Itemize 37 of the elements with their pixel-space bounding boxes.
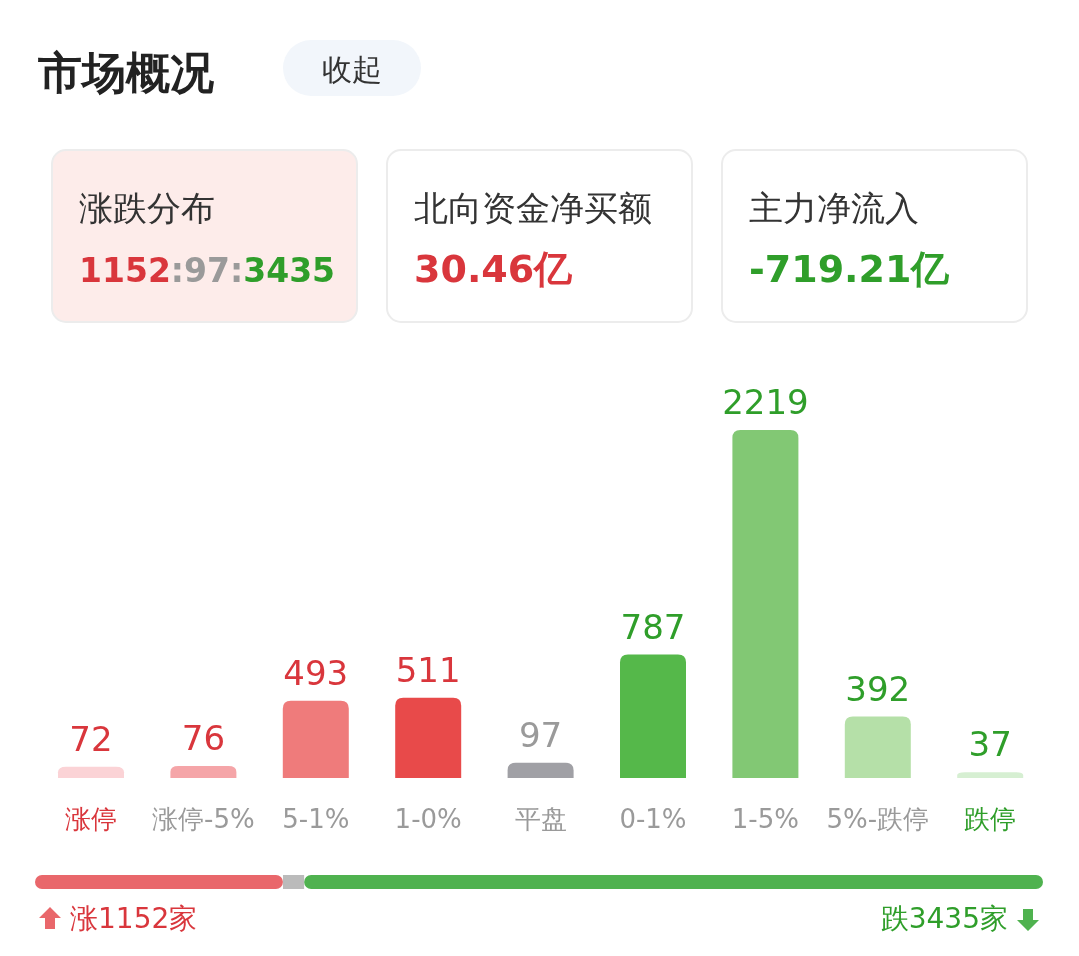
bar bbox=[732, 430, 799, 778]
text: 主力净流入 bbox=[749, 188, 919, 228]
text: 北向资金净买额 bbox=[414, 188, 652, 228]
x-tick-label: 跌停 bbox=[964, 804, 1017, 834]
text: 跌3435家 bbox=[880, 902, 1008, 935]
bar bbox=[58, 766, 124, 778]
text: 市场概况 bbox=[38, 47, 214, 98]
bar bbox=[170, 766, 237, 778]
data-label: 97 bbox=[518, 714, 563, 755]
bar bbox=[282, 700, 349, 778]
text: -719.21亿 bbox=[749, 247, 951, 291]
x-tick-label: 涨停-5% bbox=[152, 804, 255, 834]
text: 30.46亿 bbox=[414, 247, 574, 291]
x-tick-label: 5-1% bbox=[282, 804, 350, 834]
x-tick-label: 1-5% bbox=[731, 804, 799, 834]
data-label: 787 bbox=[620, 606, 686, 647]
x-tick-label: 涨停 bbox=[65, 804, 117, 834]
x-tick-label: 0-1% bbox=[619, 804, 687, 834]
data-label: 2219 bbox=[722, 382, 809, 422]
bar bbox=[395, 697, 462, 778]
x-tick-label: 平盘 bbox=[514, 804, 567, 834]
bar bbox=[620, 654, 686, 778]
x-tick-label: 1-0% bbox=[394, 804, 462, 834]
data-label: 493 bbox=[283, 652, 349, 693]
data-label: 37 bbox=[968, 724, 1012, 765]
x-tick-label: 5%-跌停 bbox=[826, 804, 930, 834]
data-label: 72 bbox=[69, 718, 113, 759]
bar bbox=[957, 772, 1024, 778]
text: 涨1152家 bbox=[70, 902, 198, 935]
data-label: 392 bbox=[845, 668, 911, 709]
text: 收起 bbox=[322, 52, 382, 87]
text: 涨跌分布 bbox=[79, 188, 215, 228]
data-label: 511 bbox=[395, 649, 461, 690]
bar bbox=[507, 762, 574, 778]
bar bbox=[844, 716, 911, 778]
data-label: 76 bbox=[181, 718, 226, 759]
text: 1152:97:3435 bbox=[79, 251, 336, 290]
